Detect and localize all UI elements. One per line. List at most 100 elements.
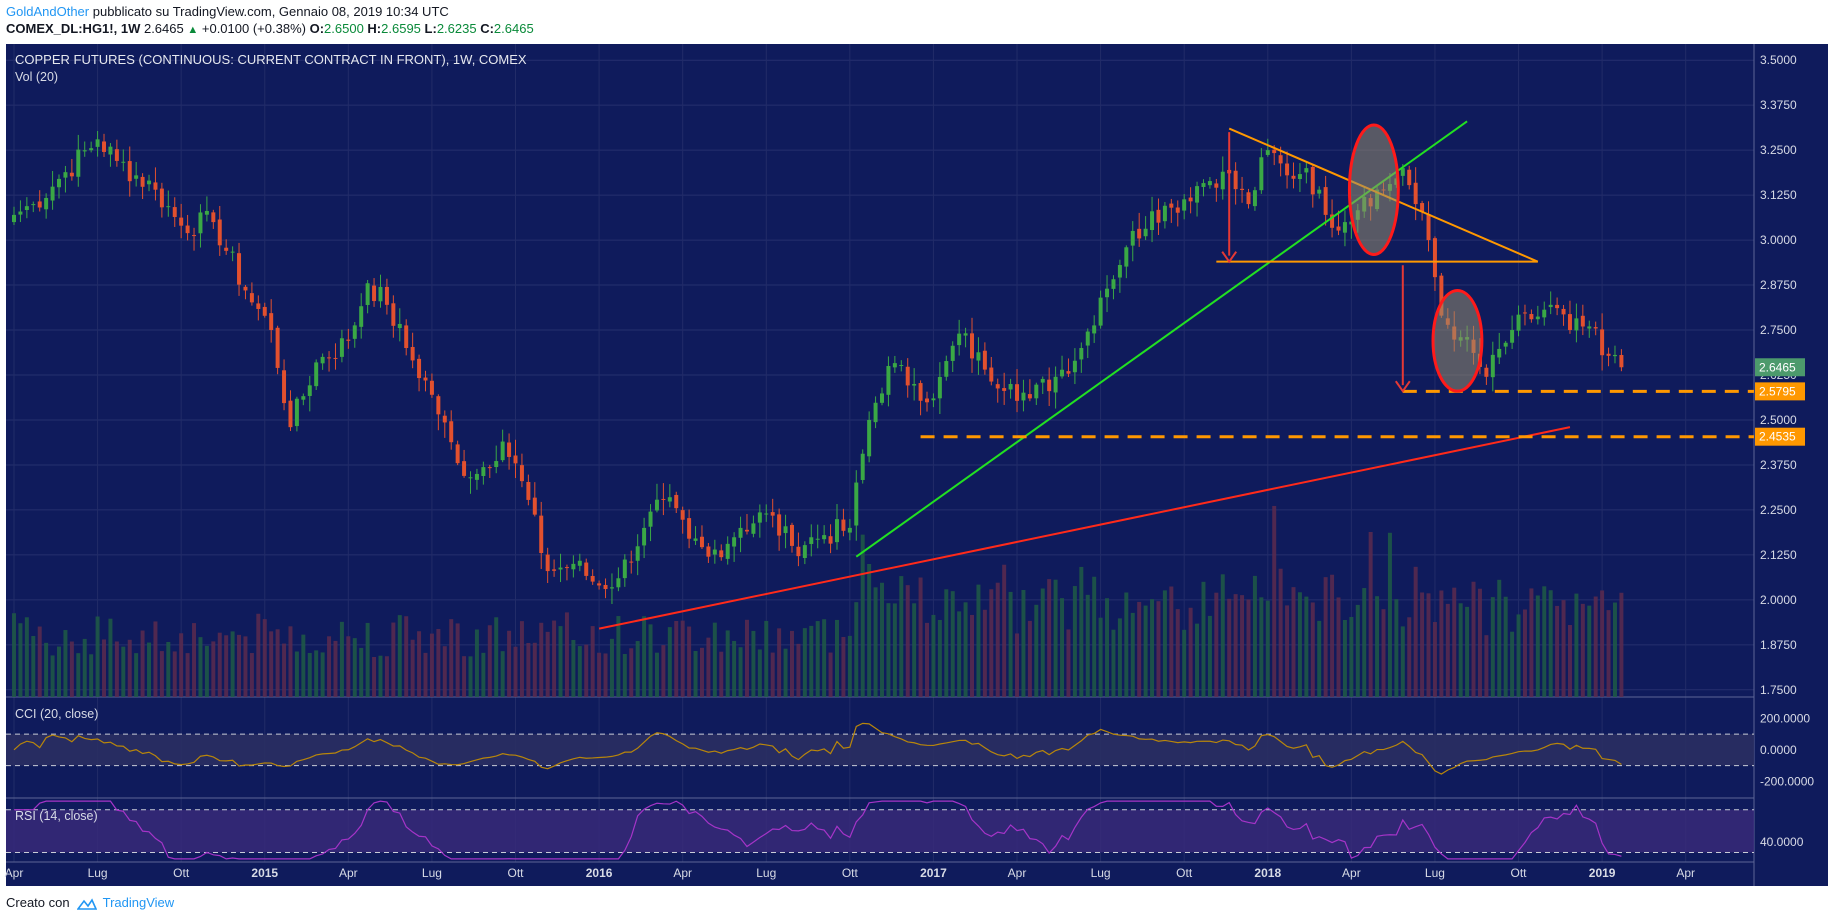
candle-body xyxy=(1529,314,1534,320)
candle-body xyxy=(82,150,87,152)
volume-bar xyxy=(359,647,364,697)
candle-body xyxy=(822,535,827,540)
volume-bar xyxy=(719,651,724,697)
candle-body xyxy=(725,543,730,559)
candle-body xyxy=(712,549,717,555)
close-label: C: xyxy=(480,21,494,36)
candle-body xyxy=(564,567,569,569)
volume-bar xyxy=(532,642,537,697)
volume-bar xyxy=(18,623,23,697)
volume-bar xyxy=(751,630,756,697)
time-tick-label: Lug xyxy=(1425,866,1445,880)
volume-bar xyxy=(82,638,87,697)
volume-bar xyxy=(1439,590,1444,697)
candle-body xyxy=(474,473,479,480)
candle-body xyxy=(873,402,878,423)
arrow-down-icon xyxy=(1394,380,1411,393)
candle-body xyxy=(1182,199,1187,211)
candle-body xyxy=(121,161,126,163)
candle-body xyxy=(204,210,209,215)
volume-bar xyxy=(1574,593,1579,697)
candle-body xyxy=(687,518,692,539)
volume-bar xyxy=(1465,606,1470,697)
candle-body xyxy=(667,497,672,502)
candle-body xyxy=(442,415,447,423)
author-link[interactable]: GoldAndOther xyxy=(6,4,90,19)
candle-body xyxy=(1195,186,1200,203)
volume-bar xyxy=(468,656,473,697)
candle-body xyxy=(1497,348,1502,358)
volume-bar xyxy=(616,616,621,697)
candle-body xyxy=(1246,192,1251,205)
volume-bar xyxy=(63,630,68,697)
volume-bar xyxy=(674,621,679,697)
price-tick-label: 2.3750 xyxy=(1760,458,1797,472)
candle-body xyxy=(796,546,801,557)
candle-body xyxy=(217,219,222,246)
volume-bar xyxy=(172,651,177,697)
candle-body xyxy=(751,523,756,534)
candle-body xyxy=(1047,379,1052,392)
volume-bar xyxy=(185,653,190,697)
candle-body xyxy=(854,482,859,526)
footer-brand-link[interactable]: TradingView xyxy=(102,895,175,910)
volume-bar xyxy=(732,640,737,697)
candle-body xyxy=(301,396,306,400)
candle-body xyxy=(963,333,968,336)
time-tick-label: 2019 xyxy=(1589,866,1616,880)
volume-bar xyxy=(1600,590,1605,697)
volume-bar xyxy=(950,591,955,697)
cci-tick-label: 0.0000 xyxy=(1760,743,1797,757)
time-tick-label: Ott xyxy=(1176,866,1193,880)
candle-body xyxy=(1150,211,1155,231)
volume-bar xyxy=(777,628,782,697)
time-tick-label: Apr xyxy=(1676,866,1695,880)
candle-body xyxy=(757,512,762,523)
candle-body xyxy=(802,545,807,559)
candle-body xyxy=(1600,329,1605,356)
candle-body xyxy=(31,204,36,206)
volume-bar xyxy=(384,656,389,697)
candle-body xyxy=(1278,155,1283,164)
candle-body xyxy=(114,149,119,161)
tradingview-logo-icon xyxy=(77,897,98,910)
volume-bar xyxy=(166,641,171,697)
last-price: 2.6465 xyxy=(143,21,184,36)
candle-body xyxy=(905,366,910,386)
time-tick-label: Lug xyxy=(88,866,108,880)
candle-body xyxy=(384,286,389,305)
candle-body xyxy=(1105,288,1110,298)
volume-bar xyxy=(462,656,467,697)
candle-body xyxy=(1169,203,1174,208)
candle-body xyxy=(507,442,512,457)
candle-body xyxy=(1188,197,1193,202)
volume-bar xyxy=(1503,596,1508,697)
candle-body xyxy=(1612,354,1617,357)
candle-body xyxy=(487,467,492,469)
volume-bar xyxy=(609,638,614,697)
volume-bar xyxy=(1278,568,1283,697)
candle-body xyxy=(1015,384,1020,401)
volume-bar xyxy=(1195,623,1200,697)
candle-body xyxy=(1021,392,1026,401)
volume-bar xyxy=(1368,532,1373,697)
volume-bar xyxy=(577,646,582,697)
volume-bar xyxy=(1471,581,1476,697)
volume-bar xyxy=(1375,596,1380,697)
time-axis[interactable]: Apr Lug Ott 2015 Apr Lug Ott 2016 Apr Lug Ott 2017 A… xyxy=(5,866,1695,880)
volume-bar xyxy=(397,615,402,697)
volume-bar xyxy=(429,633,434,697)
candle-body xyxy=(899,365,904,367)
open-label: O: xyxy=(309,21,325,36)
chart-canvas[interactable]: 3.5000 3.3750 3.2500 3.1250 3.0000 2.8750 2.75… xyxy=(0,42,1828,887)
volume-bar xyxy=(1124,592,1129,697)
candle-body xyxy=(134,175,139,179)
candle-body xyxy=(552,569,557,571)
volume-bar xyxy=(1381,609,1386,697)
main-chart-title: COPPER FUTURES (CONTINUOUS: CURRENT CONT… xyxy=(15,52,527,67)
footer-prefix: Creato con xyxy=(6,895,70,910)
candle-body xyxy=(558,567,563,570)
candle-body xyxy=(1291,175,1296,179)
volume-bar xyxy=(1021,589,1026,697)
volume-bar xyxy=(1175,609,1180,697)
